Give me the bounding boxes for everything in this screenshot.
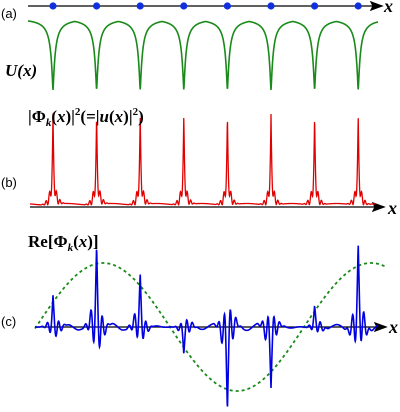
arrow-a: [369, 0, 384, 12]
panel-label: (c): [1, 314, 16, 329]
atom: [354, 2, 362, 10]
panel-title: |Φk(x)|2(=|u(x)|2): [28, 106, 144, 129]
axes: [28, 0, 388, 333]
atom: [49, 2, 57, 10]
potential-curve: [27, 20, 379, 91]
wave-curve: [34, 245, 379, 407]
atom: [136, 2, 144, 10]
panel-title: U(x): [5, 61, 37, 80]
axis-label: x: [388, 317, 398, 337]
atom: [93, 2, 101, 10]
axis-label: x: [383, 0, 393, 16]
axis-label: x: [387, 198, 397, 218]
atom: [223, 2, 231, 10]
atom: [180, 2, 188, 10]
atom: [267, 2, 275, 10]
atoms: [49, 2, 362, 10]
density-curve: [29, 113, 377, 206]
envelope-curve: [34, 262, 386, 392]
atom: [311, 2, 319, 10]
panel-title: Re[Φk(x)]: [28, 232, 99, 254]
panel-label: (a): [1, 6, 17, 21]
arrow-b: [371, 201, 386, 213]
panel-label: (b): [1, 175, 17, 190]
